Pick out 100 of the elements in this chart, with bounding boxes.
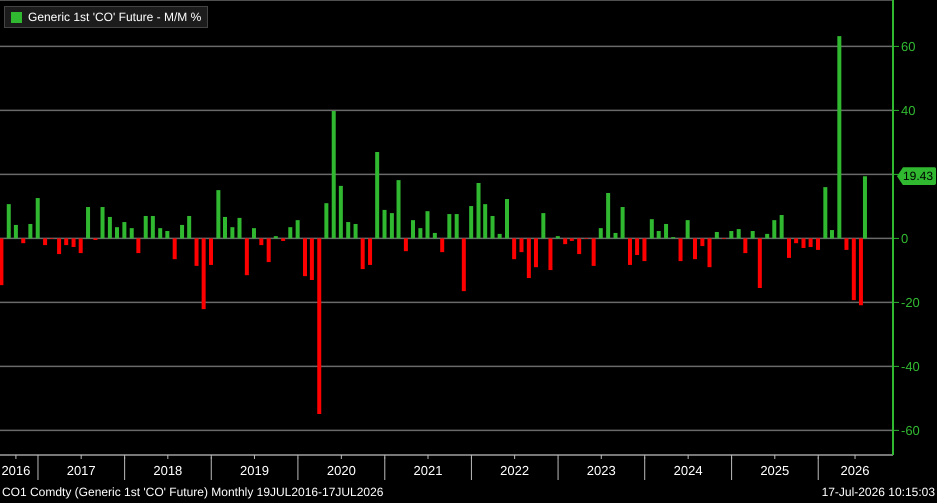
- bar: [476, 183, 481, 238]
- text: CO1 Comdty (Generic 1st 'CO' Future) Monthly 19JUL2016-17JUL2026: [2, 484, 384, 498]
- bar: [650, 219, 654, 238]
- bar: [794, 238, 798, 244]
- bar: [736, 229, 741, 238]
- bar: [862, 176, 867, 238]
- bar: [259, 238, 264, 246]
- bar: [541, 213, 546, 238]
- bar: [432, 232, 437, 238]
- bar: [750, 231, 755, 238]
- bar: [642, 238, 646, 262]
- bar: [852, 238, 856, 300]
- bar: [165, 231, 170, 238]
- bar: [714, 232, 719, 238]
- bar: [707, 238, 712, 268]
- bar: [490, 216, 495, 238]
- bar: [620, 207, 625, 238]
- bar: [505, 199, 510, 238]
- bar: [237, 218, 242, 238]
- bar: [425, 211, 430, 238]
- bar: [72, 238, 76, 248]
- bar: [780, 215, 784, 238]
- bar: [606, 192, 610, 238]
- bar: [534, 238, 538, 268]
- bar: [296, 220, 300, 238]
- bar: [346, 222, 350, 238]
- bar: [6, 204, 11, 238]
- bar: [787, 238, 792, 258]
- bar: [418, 228, 422, 238]
- bar: [519, 238, 524, 252]
- bar: [844, 238, 848, 250]
- y-tick-label: -60: [901, 422, 920, 438]
- bar: [0, 238, 4, 286]
- bar: [36, 198, 40, 238]
- bar: [396, 180, 401, 238]
- bar: [628, 238, 632, 265]
- bar: [202, 238, 206, 310]
- bar: [772, 220, 776, 238]
- y-tick-label: 0: [901, 230, 908, 246]
- bar: [498, 234, 502, 238]
- bar: [230, 227, 234, 238]
- bar: [469, 206, 474, 238]
- bar: [216, 190, 220, 238]
- bar: [758, 238, 762, 288]
- bar: [64, 238, 68, 246]
- bar: [78, 238, 83, 254]
- bar: [209, 238, 214, 265]
- bar: [440, 238, 444, 252]
- bar: [447, 214, 452, 238]
- bar: [664, 224, 668, 238]
- bar: [14, 224, 18, 238]
- bar: [656, 231, 661, 238]
- bar: [86, 207, 90, 238]
- bar: [404, 238, 408, 252]
- y-tick-label: 60: [901, 39, 916, 54]
- bar: [823, 187, 828, 238]
- bar: [678, 238, 683, 262]
- y-tick-label: 40: [901, 103, 916, 118]
- y-tick-label: -40: [901, 358, 920, 374]
- x-tick-label: 2024: [674, 463, 703, 478]
- bar: [194, 238, 199, 266]
- bar: [338, 186, 343, 238]
- bar: [563, 238, 568, 244]
- bar: [598, 228, 603, 238]
- bar: [288, 227, 292, 238]
- x-tick-label: 2018: [153, 463, 182, 478]
- bar: [462, 238, 466, 292]
- bar: [548, 238, 552, 270]
- bar: [570, 238, 574, 241]
- bar: [808, 238, 813, 248]
- bar: [180, 224, 184, 238]
- bar: [700, 238, 704, 246]
- bar: [512, 238, 516, 260]
- bar: [310, 238, 314, 280]
- bar: [390, 213, 394, 238]
- bar: [21, 238, 26, 244]
- bar: [281, 238, 286, 241]
- bar: [122, 222, 126, 238]
- bar: [187, 216, 192, 238]
- bar: [375, 152, 380, 238]
- bar: [317, 238, 322, 414]
- bar: [244, 238, 249, 276]
- bar: [635, 238, 640, 256]
- bar: [411, 220, 416, 238]
- bar: [693, 238, 698, 260]
- bar: [368, 238, 372, 265]
- bar: [324, 203, 328, 238]
- bar: [136, 238, 140, 254]
- bar: [150, 216, 155, 238]
- bar: [332, 111, 336, 238]
- bar: [252, 228, 256, 238]
- text: 17-Jul-2026 10:15:03: [822, 484, 935, 498]
- bar: [266, 238, 271, 262]
- x-tick-label: 2019: [240, 463, 269, 478]
- text: 19.43: [897, 167, 936, 186]
- bar: [28, 224, 32, 238]
- x-tick-label: 2025: [760, 463, 790, 478]
- x-tick-label: 2017: [66, 463, 96, 478]
- x-tick-label: 2023: [586, 463, 616, 478]
- bar: [43, 238, 48, 246]
